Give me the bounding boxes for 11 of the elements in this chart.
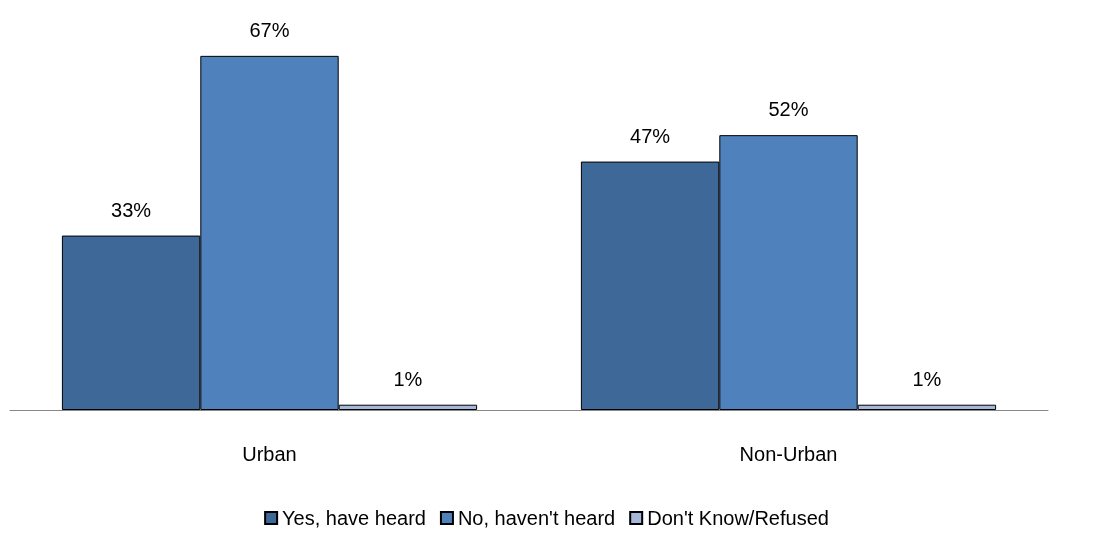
data-label: 1% bbox=[393, 367, 423, 390]
data-label: 33% bbox=[111, 198, 152, 221]
x-tick-label: Urban bbox=[242, 443, 297, 465]
data-label: 52% bbox=[768, 98, 809, 121]
legend-label: Don't Know/Refused bbox=[647, 507, 829, 529]
x-tick-label: Non-Urban bbox=[739, 443, 838, 465]
legend-label: No, haven't heard bbox=[457, 507, 616, 529]
data-label: 67% bbox=[249, 18, 290, 41]
legend-label: Yes, have heard bbox=[282, 507, 426, 529]
data-label: 1% bbox=[912, 367, 942, 390]
data-label: 47% bbox=[630, 124, 671, 147]
